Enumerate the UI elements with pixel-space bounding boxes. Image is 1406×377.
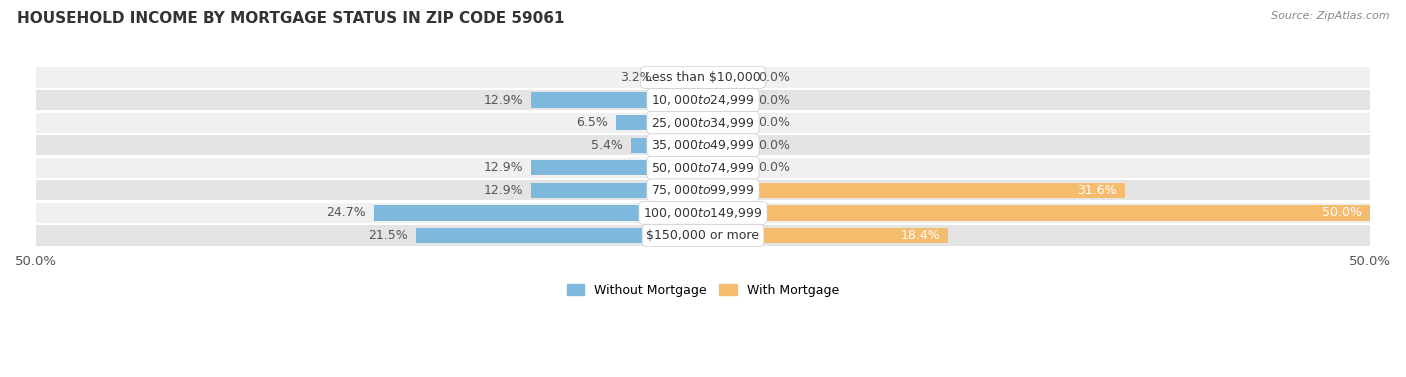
Bar bbox=[703, 92, 749, 108]
Bar bbox=[37, 203, 1369, 223]
Bar bbox=[37, 90, 1369, 110]
Bar bbox=[703, 205, 1369, 221]
Text: 5.4%: 5.4% bbox=[591, 139, 623, 152]
Bar bbox=[374, 205, 703, 221]
Text: Less than $10,000: Less than $10,000 bbox=[645, 71, 761, 84]
Bar bbox=[703, 115, 749, 130]
Text: 0.0%: 0.0% bbox=[758, 116, 790, 129]
Text: $75,000 to $99,999: $75,000 to $99,999 bbox=[651, 183, 755, 197]
Bar bbox=[37, 180, 1369, 201]
Text: 0.0%: 0.0% bbox=[758, 161, 790, 174]
Text: 50.0%: 50.0% bbox=[1322, 206, 1362, 219]
Bar bbox=[37, 112, 1369, 133]
Bar bbox=[661, 70, 703, 85]
Text: 0.0%: 0.0% bbox=[758, 139, 790, 152]
Bar bbox=[703, 160, 749, 175]
Text: 24.7%: 24.7% bbox=[326, 206, 366, 219]
Bar bbox=[616, 115, 703, 130]
Bar bbox=[703, 182, 1125, 198]
Bar bbox=[37, 158, 1369, 178]
Text: $100,000 to $149,999: $100,000 to $149,999 bbox=[644, 206, 762, 220]
Text: $25,000 to $34,999: $25,000 to $34,999 bbox=[651, 116, 755, 130]
Text: 0.0%: 0.0% bbox=[758, 71, 790, 84]
Text: 6.5%: 6.5% bbox=[576, 116, 609, 129]
Bar bbox=[703, 70, 749, 85]
Text: $10,000 to $24,999: $10,000 to $24,999 bbox=[651, 93, 755, 107]
Legend: Without Mortgage, With Mortgage: Without Mortgage, With Mortgage bbox=[562, 279, 844, 302]
Text: 12.9%: 12.9% bbox=[484, 93, 523, 107]
Bar bbox=[531, 92, 703, 108]
Bar bbox=[631, 138, 703, 153]
Text: $50,000 to $74,999: $50,000 to $74,999 bbox=[651, 161, 755, 175]
Text: $150,000 or more: $150,000 or more bbox=[647, 229, 759, 242]
Bar bbox=[531, 182, 703, 198]
Bar bbox=[37, 135, 1369, 155]
Text: 12.9%: 12.9% bbox=[484, 184, 523, 197]
Text: 0.0%: 0.0% bbox=[758, 93, 790, 107]
Text: Source: ZipAtlas.com: Source: ZipAtlas.com bbox=[1271, 11, 1389, 21]
Bar bbox=[37, 225, 1369, 245]
Text: $35,000 to $49,999: $35,000 to $49,999 bbox=[651, 138, 755, 152]
Text: HOUSEHOLD INCOME BY MORTGAGE STATUS IN ZIP CODE 59061: HOUSEHOLD INCOME BY MORTGAGE STATUS IN Z… bbox=[17, 11, 564, 26]
Text: 3.2%: 3.2% bbox=[620, 71, 652, 84]
Bar bbox=[703, 228, 949, 243]
Bar bbox=[531, 160, 703, 175]
Bar bbox=[416, 228, 703, 243]
Bar bbox=[703, 138, 749, 153]
Text: 31.6%: 31.6% bbox=[1077, 184, 1116, 197]
Text: 18.4%: 18.4% bbox=[901, 229, 941, 242]
Bar bbox=[37, 67, 1369, 88]
Text: 21.5%: 21.5% bbox=[368, 229, 408, 242]
Text: 12.9%: 12.9% bbox=[484, 161, 523, 174]
